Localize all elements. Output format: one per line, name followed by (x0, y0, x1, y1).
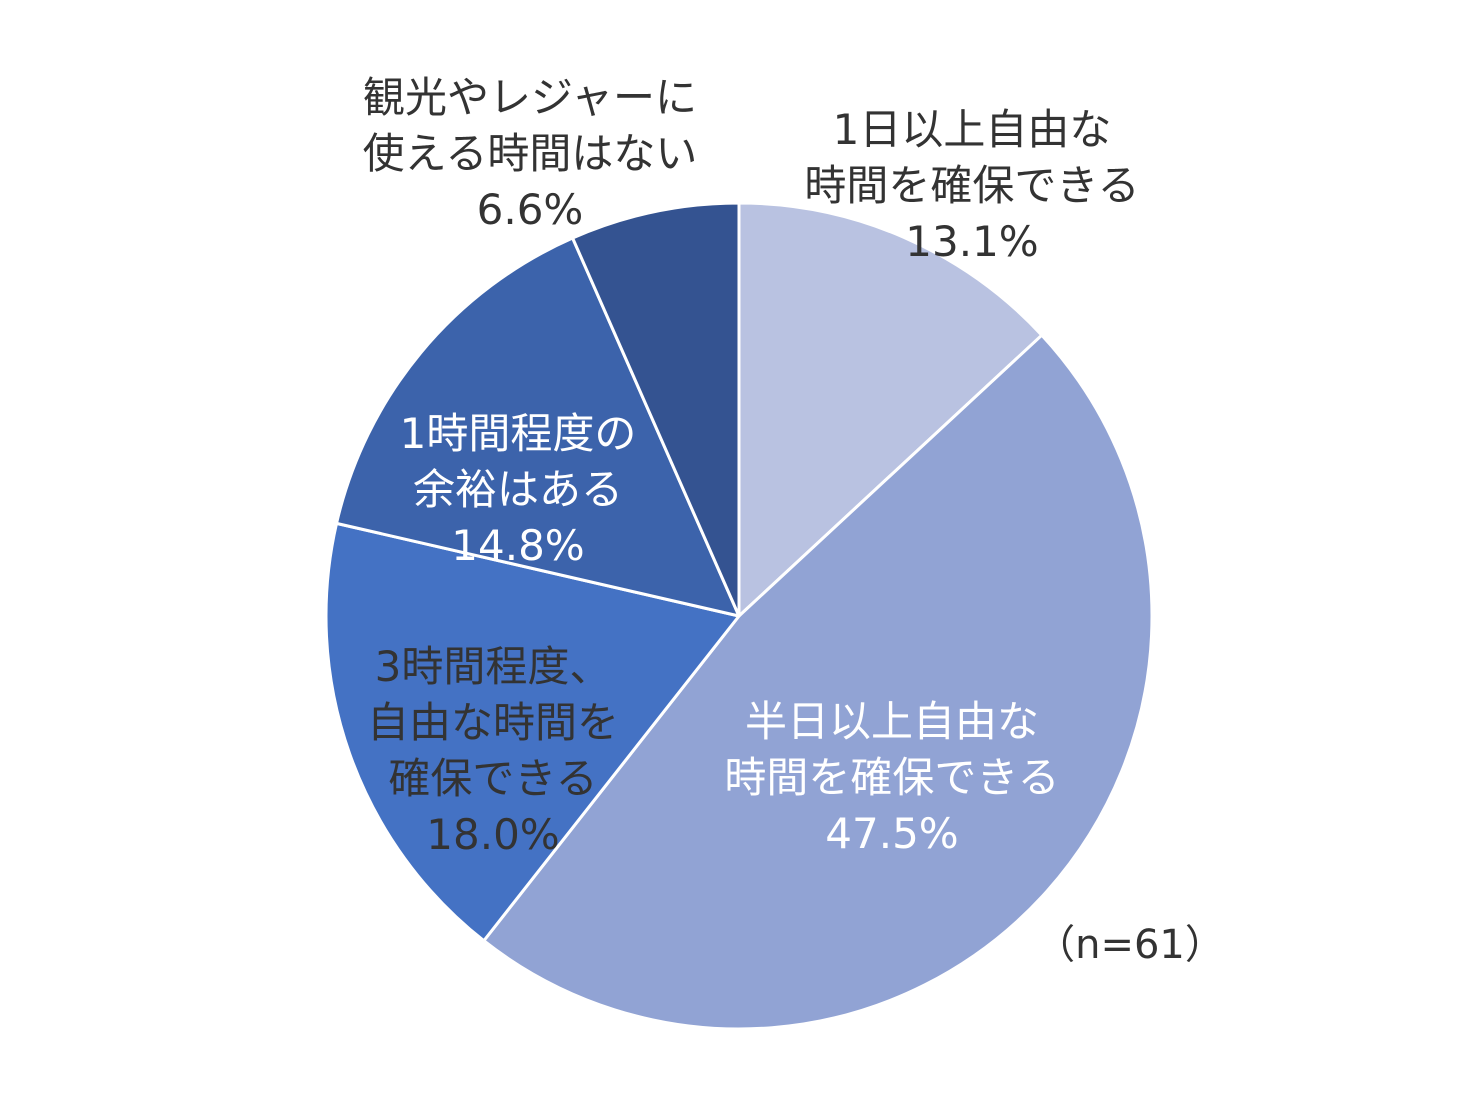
sample-size-note: （n=61） (1035, 922, 1225, 968)
slice-value-label-3: 18.0% (426, 810, 559, 859)
pie-slice-5 (571, 201, 741, 618)
slice-value-label-2: 47.5% (825, 809, 958, 858)
pie-slice-3 (324, 521, 741, 943)
slice-category-label-5: 観光やレジャーに (363, 73, 697, 122)
slice-category-label-3: 確保できる (388, 754, 597, 803)
pie-slice-4 (335, 236, 741, 618)
slice-category-label-1: 時間を確保できる (804, 161, 1139, 210)
slice-category-label-4: 1時間程度の (400, 409, 637, 458)
slice-category-label-2: 半日以上自由な (745, 697, 1039, 746)
pie-slice-1 (737, 201, 1044, 618)
slice-value-label-1: 13.1% (905, 217, 1038, 266)
slice-labels: 1日以上自由な時間を確保できる13.1%半日以上自由な時間を確保できる47.5%… (363, 73, 1140, 859)
pie-slice-2 (482, 333, 1154, 1031)
slice-category-label-1: 1日以上自由な (833, 105, 1112, 154)
slice-category-label-4: 余裕はある (413, 465, 623, 514)
slice-category-label-5: 使える時間はない (363, 129, 698, 178)
slice-category-label-3: 自由な時間を (367, 698, 619, 747)
slice-value-label-5: 6.6% (477, 185, 584, 234)
slice-category-label-3: 3時間程度、 (375, 642, 612, 691)
slice-value-label-4: 14.8% (451, 521, 584, 570)
pie-slices (324, 201, 1154, 1031)
slice-category-label-2: 時間を確保できる (724, 753, 1059, 802)
